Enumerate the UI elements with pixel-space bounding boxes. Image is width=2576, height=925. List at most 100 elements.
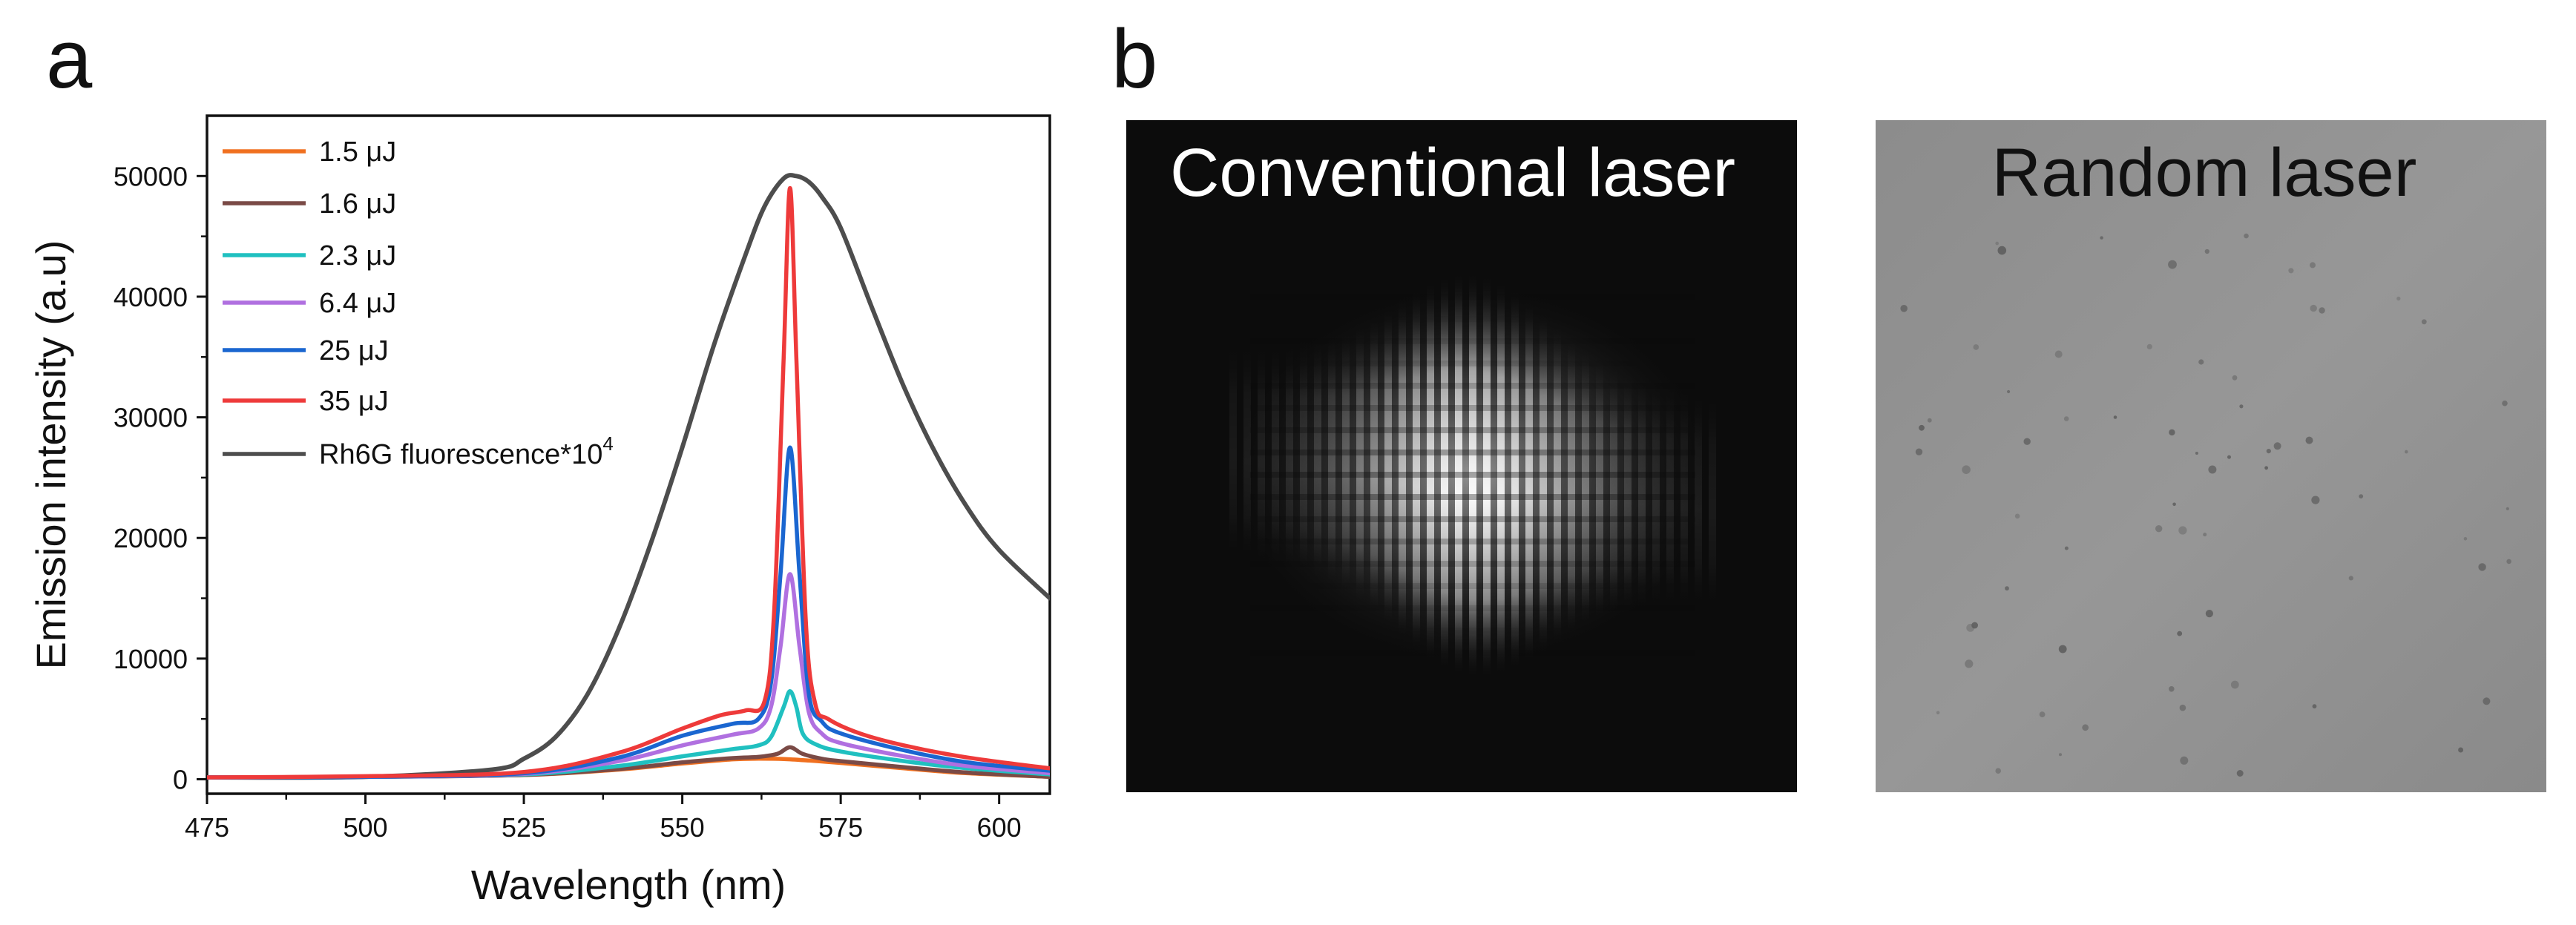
series-layer [207,173,1050,780]
speckle [2266,449,2271,454]
random-laser-speckles [1900,233,2511,777]
speckle [2146,343,2152,349]
speckle [2208,465,2217,474]
random-laser-image: Random laser [1876,120,2546,792]
series-line-5 [207,185,1050,780]
fringe [1709,388,1716,612]
fringe-band [1250,494,1695,500]
x-tick-label: 500 [343,812,387,843]
speckle [2506,559,2511,564]
y-tick-label: 10000 [114,644,188,674]
speckle [2348,576,2353,581]
speckle [2310,262,2316,269]
fringe [1624,369,1632,613]
speckle [2178,526,2187,535]
speckle [2319,307,2325,314]
fringe-band [1250,583,1695,589]
speckle [2179,704,2186,711]
fringe-band [1250,516,1695,522]
speckle [2063,416,2069,421]
fringe [1483,270,1491,682]
speckle [2039,711,2046,717]
fringe-band [1250,338,1695,344]
speckle [2478,563,2486,571]
speckle [2169,686,2175,692]
speckle [2227,455,2231,459]
speckle [2169,429,2175,436]
legend-label-6: Rh6G fluorescence*104 [319,432,614,470]
x-tick-label: 575 [818,812,863,843]
fringe [1469,267,1476,682]
fringe [1229,338,1237,562]
speckle [2113,415,2117,419]
legend-label-4: 25 μJ [319,335,389,366]
conventional-laser-image: Conventional laser [1126,120,1797,792]
speckle [1936,711,1940,715]
speckle [2311,496,2320,504]
tick-labels: 475 500 525 550 575 600 0 10000 20000 30000 40000 5… [114,161,1022,843]
speckle [2264,466,2269,470]
legend-label-2: 2.3 μJ [319,240,396,271]
fringe [1695,386,1702,611]
speckle [2023,438,2031,445]
fringe [1652,378,1660,610]
fringe [1384,304,1392,628]
x-tick-label: 600 [977,812,1022,843]
speckle [2421,319,2427,325]
speckle [2007,389,2011,394]
fringe [1497,277,1505,679]
speckle [1962,465,1971,474]
legend-label-3: 6.4 μJ [319,288,396,319]
fringe [1511,286,1519,673]
speckle [1971,622,1979,629]
speckle [2205,610,2213,618]
fringe [1300,338,1307,576]
speckle [2014,513,2020,519]
y-tick-label: 50000 [114,161,188,191]
fringe-band [1250,405,1695,411]
fringe [1342,328,1350,595]
fringe [1286,339,1293,572]
speckle [2463,537,2468,541]
speckle [2288,268,2294,274]
speckle [2100,236,2103,240]
speckle [2054,350,2063,358]
speckle [2312,704,2317,709]
speckle [2082,724,2089,731]
plot-frame [206,114,1051,795]
random-laser-background [1876,120,2546,792]
speckle [2239,404,2244,409]
speckle [2244,233,2249,239]
fringe [1596,355,1603,622]
conventional-laser-title: Conventional laser [1170,135,1735,211]
fringe-band [1250,450,1695,455]
emission-chart: 475 500 525 550 575 600 0 10000 20000 30000 40000 5… [27,114,1051,908]
x-tick-label: 475 [185,812,229,843]
speckle [2273,442,2281,450]
speckle [2405,450,2408,454]
speckle [2195,452,2198,455]
fringe [1258,339,1265,566]
speckle [1927,418,1932,423]
speckle [1973,344,1979,350]
fringe [1680,384,1688,610]
fringe-band [1250,361,1695,366]
fringe [1272,340,1279,568]
fringe [1666,381,1674,610]
y-tick-label: 40000 [114,282,188,312]
fringe [1455,267,1462,679]
y-tick-label: 0 [173,764,188,794]
speckle [1900,305,1908,312]
series-line-6 [207,173,1050,780]
fringe [1370,313,1378,616]
fringe [1554,322,1561,645]
fringe [1441,271,1448,673]
speckle [2310,304,2317,312]
legend: 1.5 μJ 1.6 μJ 2.3 μJ 6.4 μJ 25 μJ 35 μJ Rh6G f… [223,136,614,470]
speckle [2236,770,2244,777]
speckle [2359,494,2364,498]
speckle [2059,753,2062,757]
speckle [2203,533,2207,537]
speckle [2180,756,2189,765]
speckle [2230,680,2239,689]
